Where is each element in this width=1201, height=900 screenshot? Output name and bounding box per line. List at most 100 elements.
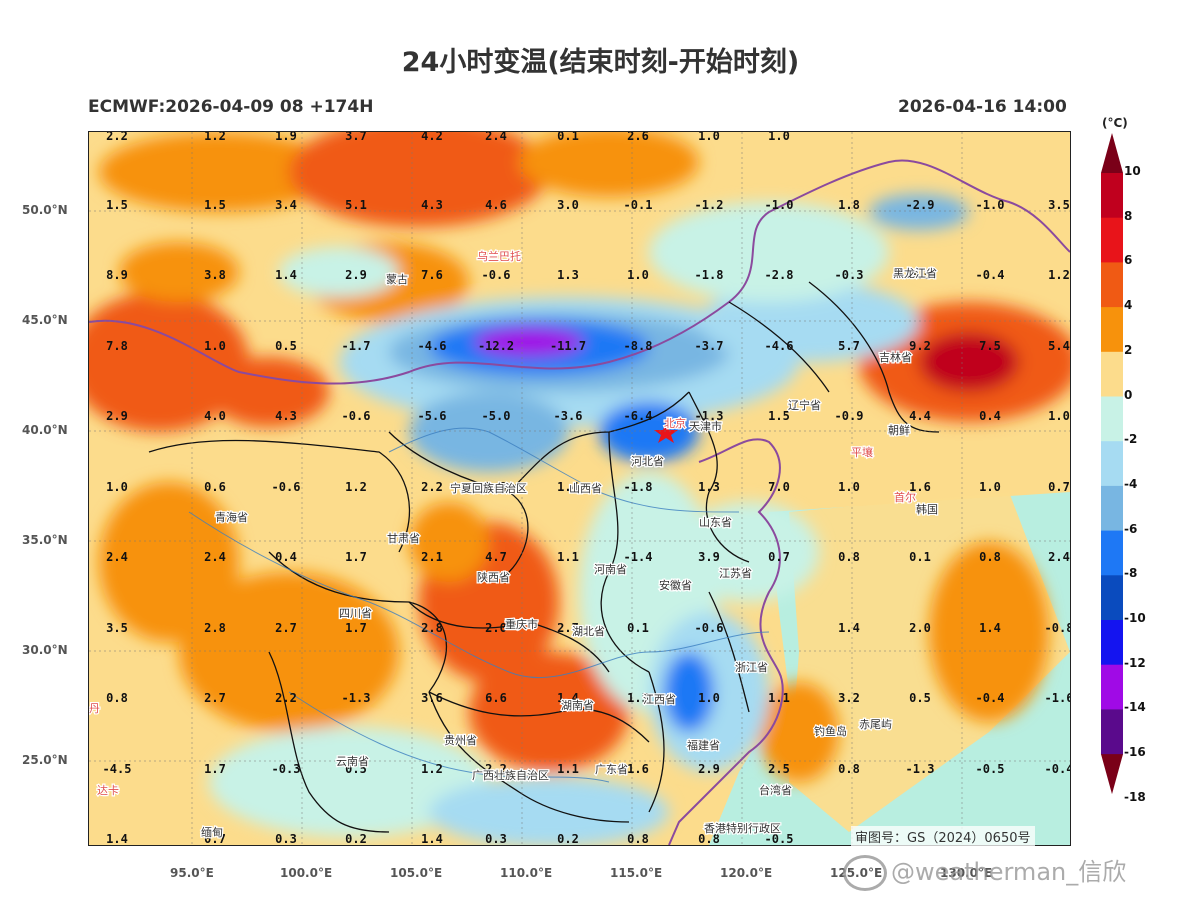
grid-value: -1.8 <box>695 268 724 282</box>
colorbar-label: -2 <box>1124 432 1138 447</box>
grid-value: 0.7 <box>204 832 226 845</box>
grid-value: 7.0 <box>768 480 790 494</box>
grid-value: 1.0 <box>838 480 860 494</box>
place-label: 蒙古 <box>386 273 408 286</box>
grid-value: 0.5 <box>909 691 931 705</box>
latitude-tick-label: 30.0°N <box>22 643 68 657</box>
grid-value: -12.2 <box>478 339 514 353</box>
longitude-tick-label: 95.0°E <box>170 866 214 880</box>
grid-value: 2.4 <box>106 550 128 564</box>
place-label: 达卡 <box>97 784 119 797</box>
place-label: 河南省 <box>594 563 627 576</box>
grid-value: 0.1 <box>627 621 649 635</box>
place-label: 首尔 <box>894 490 916 504</box>
grid-value: 2.0 <box>909 621 931 635</box>
grid-value: 7.5 <box>979 339 1001 353</box>
colorbar-label: -10 <box>1124 611 1146 625</box>
place-label: 重庆市 <box>505 617 538 631</box>
colorbar-label: -8 <box>1124 566 1138 581</box>
place-label: 山西省 <box>569 482 602 495</box>
grid-value: 1.4 <box>838 621 860 635</box>
grid-value: 1.0 <box>698 691 720 705</box>
colorbar-segment <box>1101 575 1123 621</box>
grid-value: -1.6 <box>1045 691 1070 705</box>
place-label: 广西壮族自治区 <box>472 768 549 782</box>
colorbar-segment <box>1101 217 1123 263</box>
grid-value: -6.4 <box>624 409 653 423</box>
grid-value: 1.0 <box>768 132 790 143</box>
beijing-star <box>654 422 678 443</box>
place-label: 湖南省 <box>561 699 594 712</box>
grid-value: 1.4 <box>275 268 297 282</box>
grid-value: 1.0 <box>204 339 226 353</box>
colorbar <box>1101 133 1123 795</box>
grid-value: 1.2 <box>421 762 443 776</box>
colorbar-segment <box>1101 620 1123 666</box>
place-label: 浙江省 <box>735 661 768 674</box>
grid-value: 0.1 <box>909 550 931 564</box>
grid-value: -0.3 <box>272 762 301 776</box>
grid-value: 4.0 <box>204 409 226 423</box>
grid-value: 0.8 <box>838 550 860 564</box>
place-label: 安徽省 <box>659 578 692 592</box>
grid-value: -0.8 <box>1045 621 1070 635</box>
longitude-tick-label: 110.0°E <box>500 866 553 880</box>
grid-value: -0.6 <box>272 480 301 494</box>
grid-value: 0.8 <box>627 832 649 845</box>
grid-value: 0.2 <box>557 832 579 845</box>
watermark: @weatherman_信欣 <box>843 852 1126 891</box>
colorbar-label: -12 <box>1124 655 1146 670</box>
place-label: 吉林省 <box>879 350 912 364</box>
grid-value: 1.3 <box>557 268 579 282</box>
grid-value: 2.7 <box>557 621 579 635</box>
place-label: 丹 <box>89 702 100 715</box>
grid-value: 2.8 <box>421 621 443 635</box>
temperature-change-map: 2.2 1.2 1.9 3.7 4.2 2.4 0.1 2.6 1.0 1.0 1.5 1.5 3.4 5… <box>88 131 1071 846</box>
grid-value: 0.8 <box>838 762 860 776</box>
grid-value: -1.3 <box>695 409 724 423</box>
grid-value: -0.6 <box>342 409 371 423</box>
grid-values: 2.2 1.2 1.9 3.7 4.2 2.4 0.1 2.6 1.0 1.0 1.5 1.5 3.4 5… <box>103 132 1070 845</box>
watermark-text: @weatherman_信欣 <box>891 858 1127 886</box>
place-label: 江西省 <box>643 693 676 706</box>
latitude-tick-label: 50.0°N <box>22 203 68 217</box>
colorbar-segment <box>1101 396 1123 442</box>
grid-value: -0.4 <box>976 268 1005 282</box>
grid-value: 4.7 <box>485 550 507 564</box>
colorbar-max-triangle <box>1101 133 1123 173</box>
grid-value: 0.8 <box>979 550 1001 564</box>
grid-value: -0.5 <box>976 762 1005 776</box>
place-label: 乌兰巴托 <box>477 249 521 263</box>
grid-value: 1.2 <box>204 132 226 143</box>
grid-value: 7.8 <box>106 339 128 353</box>
grid-value: 1.4 <box>979 621 1001 635</box>
grid-value: 3.8 <box>204 268 226 282</box>
grid-value: 1.3 <box>698 480 720 494</box>
grid-value: -5.0 <box>482 409 511 423</box>
place-label: 陕西省 <box>477 570 510 584</box>
colorbar-segment <box>1101 664 1123 710</box>
grid-value: 1.0 <box>698 132 720 143</box>
colorbar-label: -18 <box>1124 789 1146 804</box>
grid-value: 5.4 <box>1048 339 1070 353</box>
latitude-tick-label: 40.0°N <box>22 423 68 437</box>
grid-value: -1.4 <box>624 550 653 564</box>
grid-value: 1.4 <box>557 480 579 494</box>
grid-value: -0.9 <box>835 409 864 423</box>
grid-value: -2.9 <box>906 198 935 212</box>
grid-value: 2.4 <box>1048 550 1070 564</box>
place-label: 福建省 <box>687 738 720 752</box>
grid-value: 1.0 <box>979 480 1001 494</box>
grid-value: 2.6 <box>627 132 649 143</box>
province-boundaries <box>148 281 940 833</box>
place-label: 青海省 <box>215 510 248 524</box>
grid-value: -2.8 <box>765 268 794 282</box>
grid-value: -4.6 <box>765 339 794 353</box>
grid-value: -0.5 <box>765 832 794 845</box>
grid-value: -1.0 <box>765 198 794 212</box>
latitude-tick-label: 25.0°N <box>22 753 68 767</box>
grid-value: 3.5 <box>106 621 128 635</box>
latitude-tick-label: 45.0°N <box>22 313 68 327</box>
grid-value: 2.2 <box>106 132 128 143</box>
grid-value: -1.2 <box>695 198 724 212</box>
